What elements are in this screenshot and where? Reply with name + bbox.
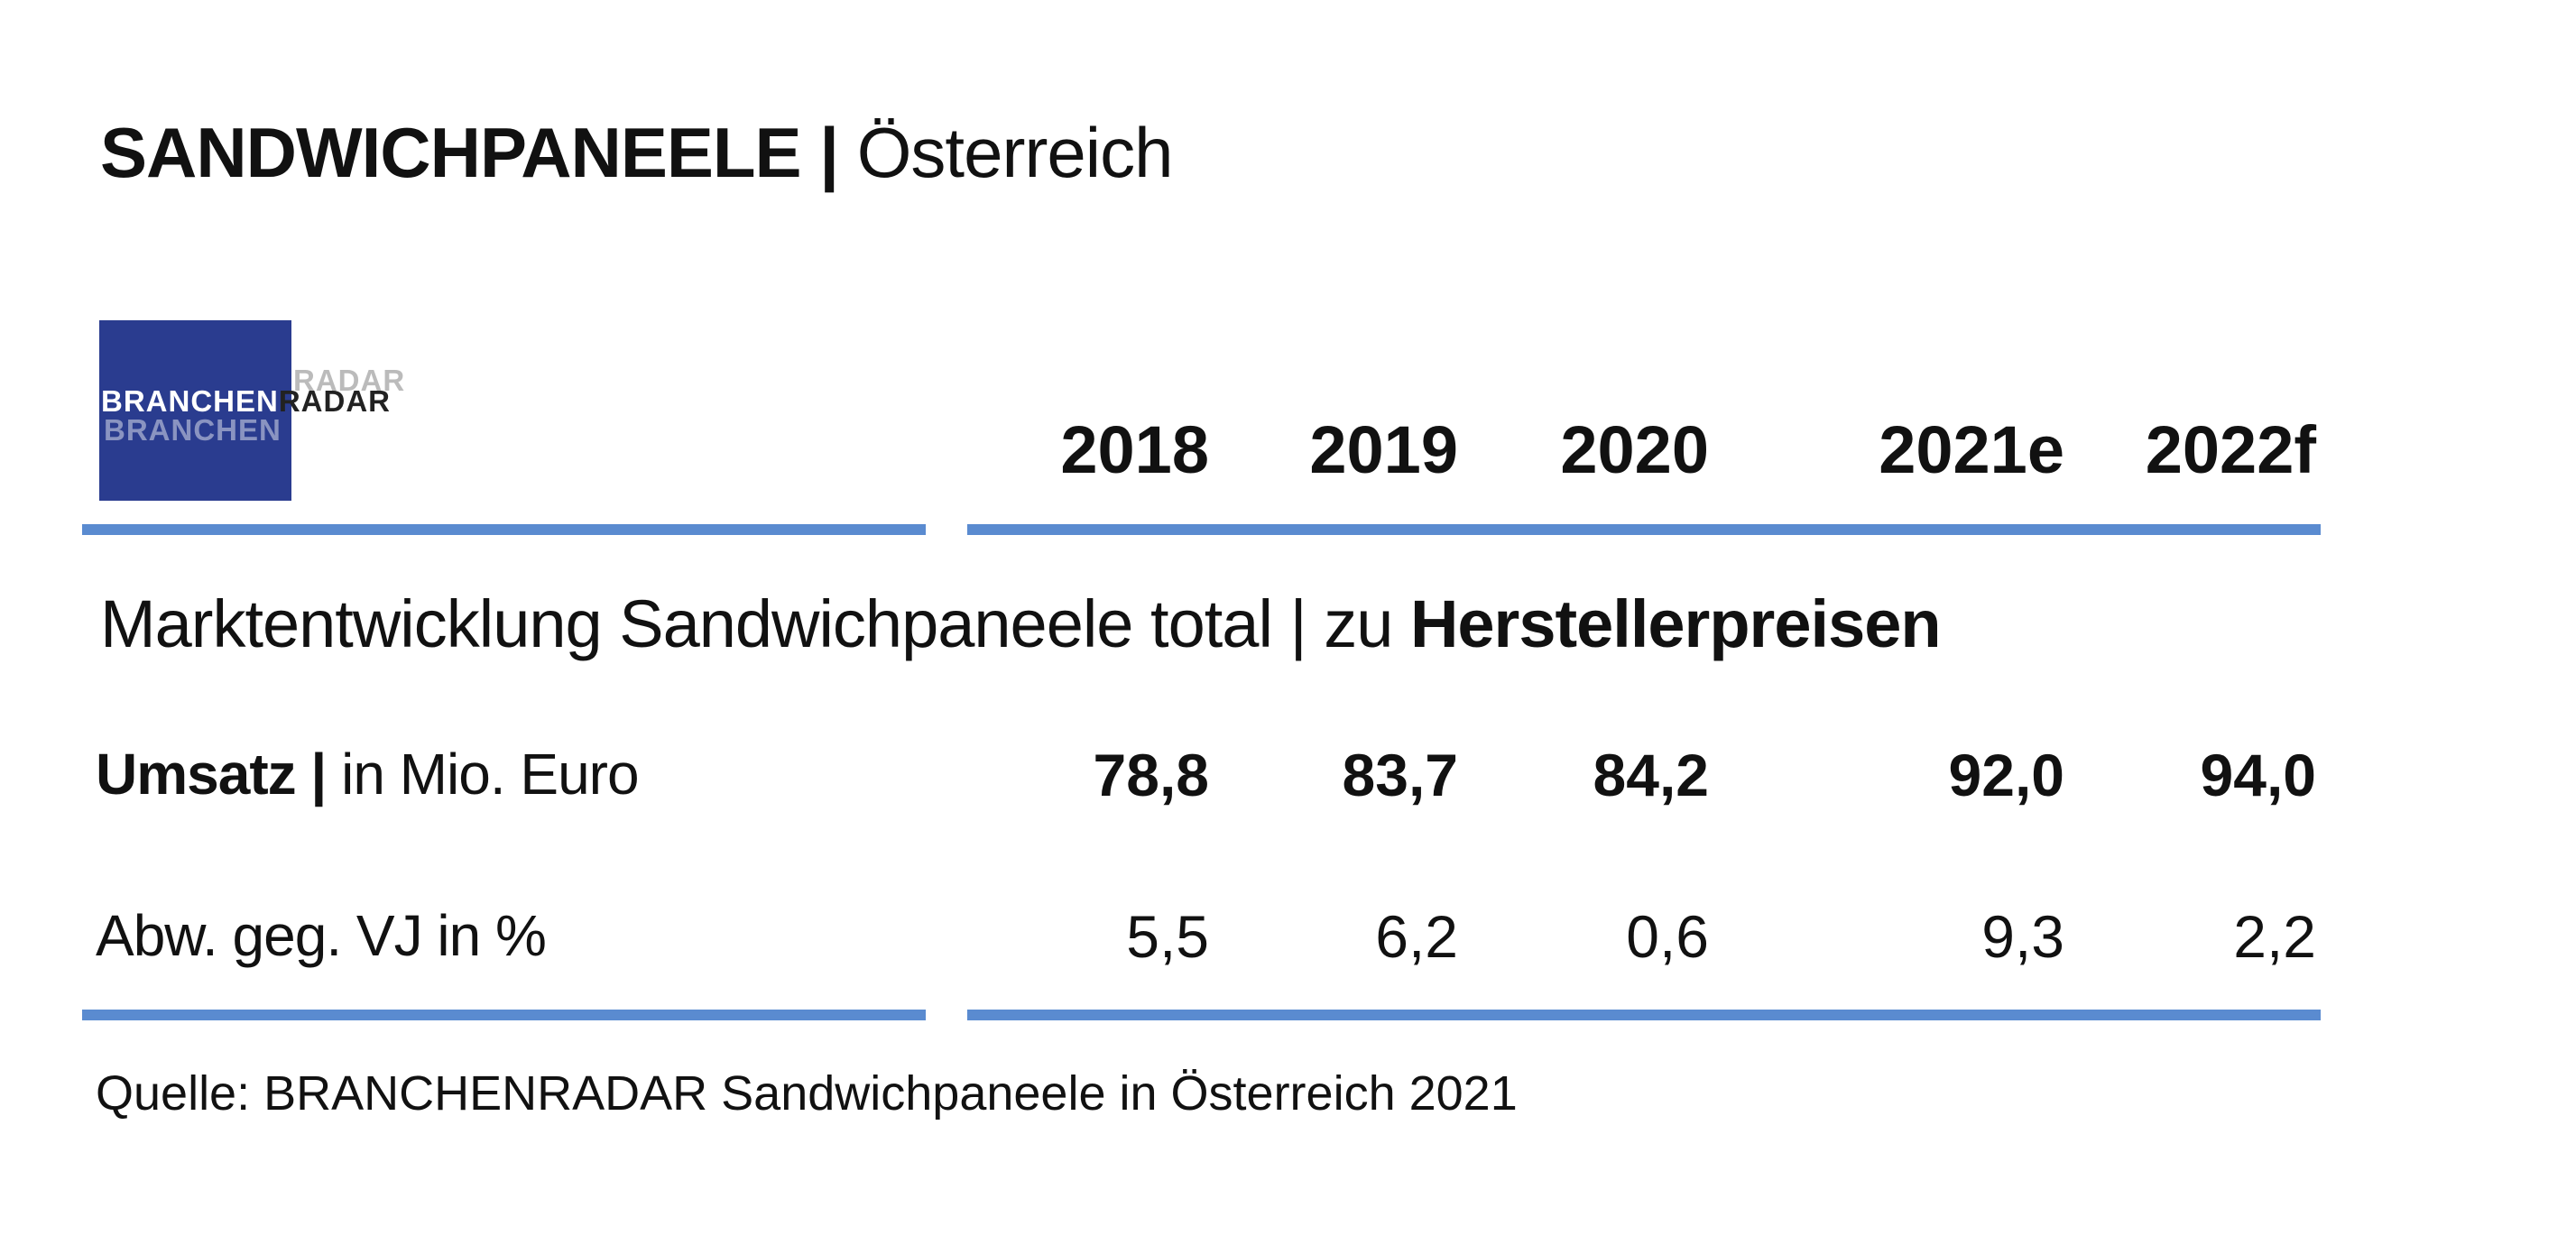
table-cell: 83,7 bbox=[1342, 742, 1458, 808]
year-header: 2018 bbox=[1060, 412, 1209, 487]
divider-top-left bbox=[82, 524, 926, 535]
row-label-text: Abw. geg. VJ in % bbox=[96, 903, 547, 968]
divider-bottom-right bbox=[967, 1010, 2321, 1020]
table-cell: 2,2 bbox=[2233, 903, 2316, 970]
table-cell: 84,2 bbox=[1593, 742, 1709, 808]
row-label-umsatz: Umsatz | in Mio. Euro bbox=[96, 745, 640, 803]
title-main: SANDWICHPANEELE | bbox=[100, 113, 839, 192]
table-cell: 5,5 bbox=[1126, 903, 1209, 970]
table-cell: 92,0 bbox=[1948, 742, 2064, 808]
year-header: 2021e bbox=[1879, 412, 2064, 487]
page-title: SANDWICHPANEELE | Österreich bbox=[100, 117, 1174, 188]
section-text: Marktentwicklung Sandwichpaneele total |… bbox=[100, 586, 1393, 661]
row-label-abw: Abw. geg. VJ in % bbox=[96, 907, 547, 964]
logo-reflection: BRANCHEN bbox=[104, 413, 282, 447]
year-header: 2022f bbox=[2145, 412, 2316, 487]
title-sub: Österreich bbox=[856, 113, 1174, 192]
logo-reflection-right: RADAR bbox=[293, 364, 406, 397]
table-cell: 6,2 bbox=[1375, 903, 1458, 970]
section-heading: Marktentwicklung Sandwichpaneele total |… bbox=[100, 591, 1942, 658]
table-cell: 9,3 bbox=[1981, 903, 2064, 970]
table-cell: 94,0 bbox=[2200, 742, 2316, 808]
year-header: 2019 bbox=[1309, 412, 1458, 487]
logo-wordmark: BRANCHENRADAR bbox=[101, 386, 391, 416]
year-header: 2020 bbox=[1560, 412, 1709, 487]
logo-part2: RADAR bbox=[278, 384, 392, 418]
logo-part1: BRANCHEN bbox=[101, 384, 279, 418]
source-note: Quelle: BRANCHENRADAR Sandwichpaneele in… bbox=[96, 1066, 1518, 1121]
section-bold: Herstellerpreisen bbox=[1409, 586, 1942, 661]
table-cell: 78,8 bbox=[1093, 742, 1209, 808]
divider-bottom-left bbox=[82, 1010, 926, 1020]
table-cell: 0,6 bbox=[1626, 903, 1709, 970]
branchenradar-logo bbox=[99, 320, 291, 501]
row-label-bold: Umsatz | bbox=[96, 742, 327, 807]
divider-top-right bbox=[967, 524, 2321, 535]
row-label-text: in Mio. Euro bbox=[341, 742, 639, 807]
